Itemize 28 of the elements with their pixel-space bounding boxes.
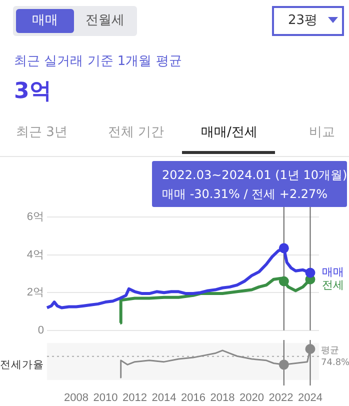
text: 전월세 [84,12,126,30]
chart-subtitle: 3억 [14,78,52,106]
x-tick-label: 2018 [210,392,235,404]
y-tick-label: 4억 [26,248,44,261]
x-tick-label: 2016 [180,392,206,404]
x-tick-label: 2014 [152,392,176,404]
y-axis-title: 전세가율 [0,358,44,371]
ref-line-label: 평균 74.8% [321,346,349,368]
text: 전체 기간 [108,124,164,141]
y-tick-label: 6억 [26,211,44,224]
y-tick-label: 0 [38,324,44,336]
x-tick-label: 2024 [298,392,322,404]
text: 최근 3년 [16,124,68,141]
text: 매매/전세 [201,124,258,141]
y-tick-label: 2억 [26,286,44,299]
chart-title: 최근 실거래 기준 1개월 평균 [14,53,182,70]
text: 2022.03~2024.01 (1년 10개월) [162,167,348,184]
series-label: 매매 [322,266,344,279]
x-tick-label: 2022 [268,392,294,404]
text: 매매 [16,9,74,33]
text: 매매 -30.31% / 전세 +2.27% [162,186,328,203]
series-label: 전세 [322,278,344,292]
x-tick-label: 2010 [93,392,118,404]
x-tick-label: 2008 [64,392,88,404]
text: 비교 [309,124,335,141]
x-tick-label: 2012 [122,392,147,404]
text: 23평 [288,12,318,30]
x-tick-label: 2020 [239,392,264,404]
